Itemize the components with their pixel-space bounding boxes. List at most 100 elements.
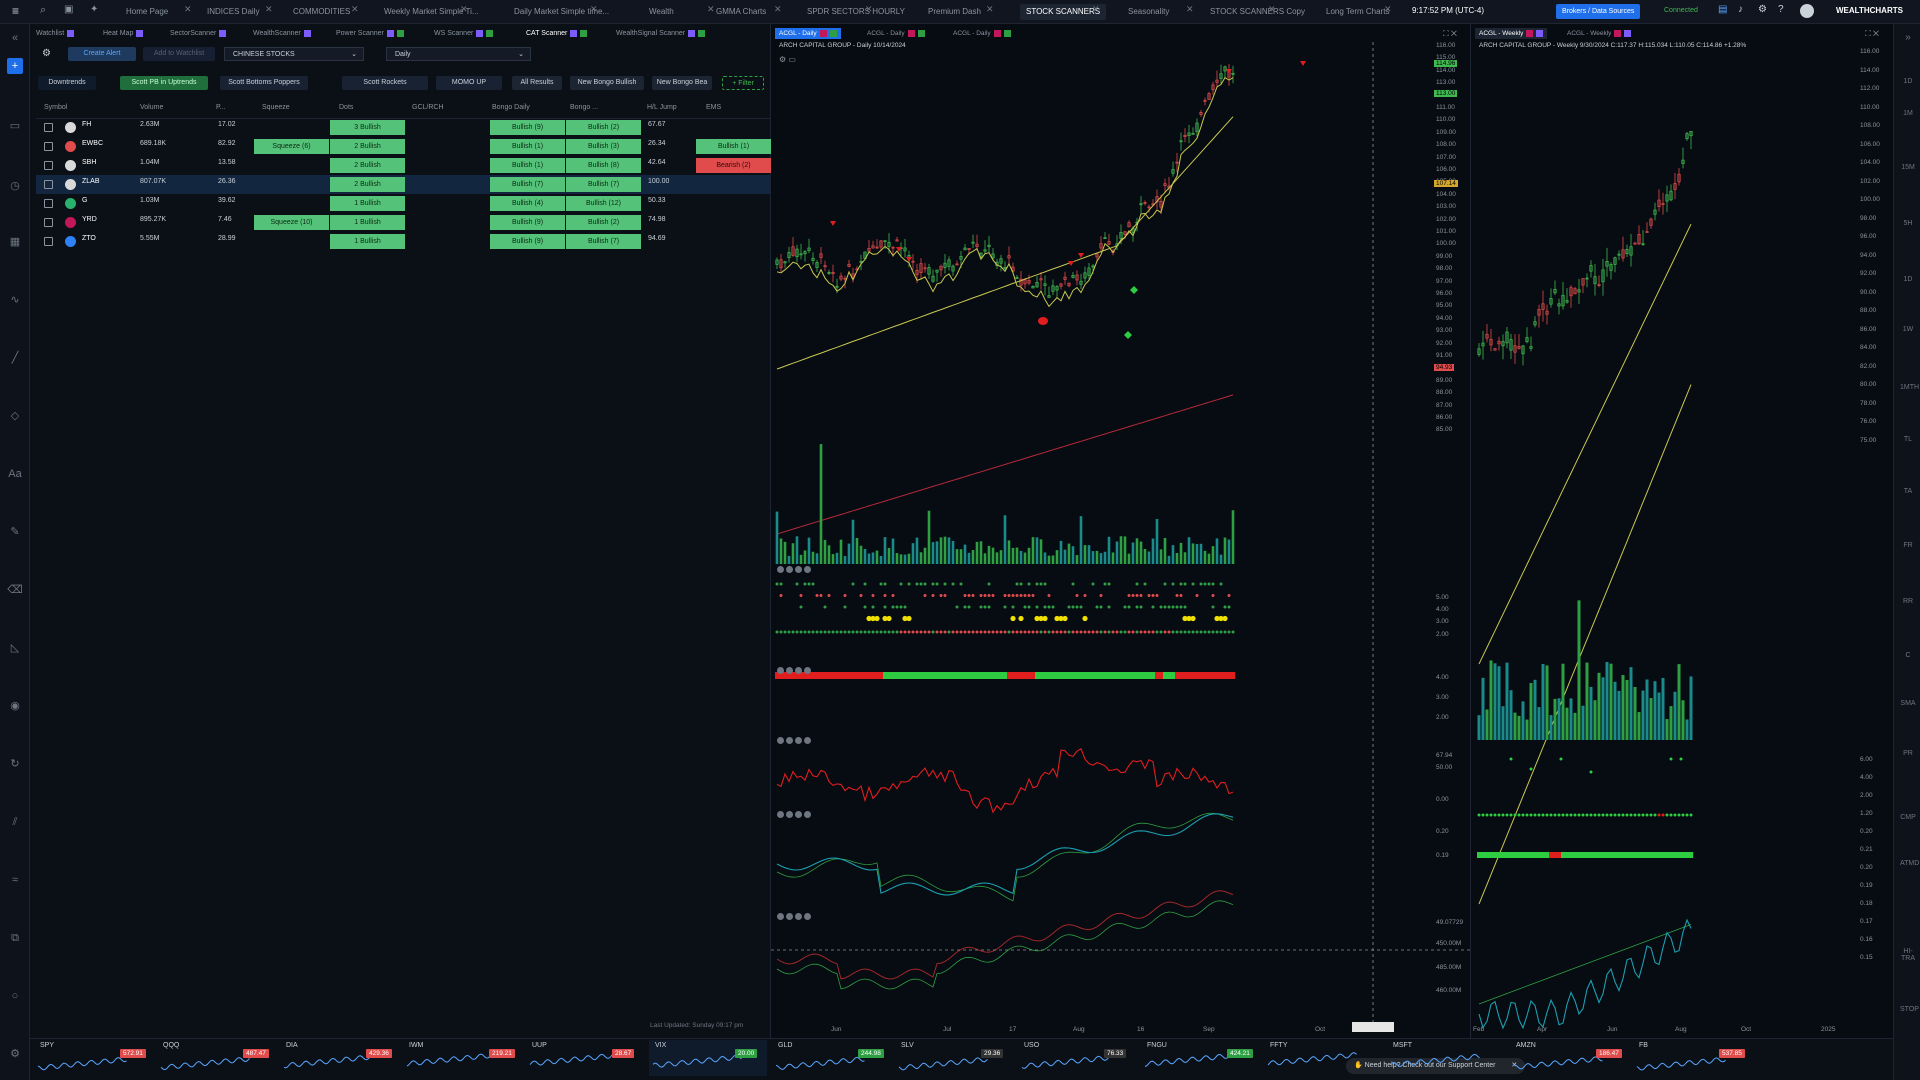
indicator-controls[interactable] xyxy=(777,667,813,676)
line-tool-icon[interactable]: ╱ xyxy=(11,352,19,364)
table-row[interactable]: YRD 895.27K 7.46 Squeeze (10) 1 Bullish Bulli… xyxy=(36,213,770,232)
symbol-cell[interactable]: ZTO xyxy=(82,235,96,242)
ticker-card[interactable]: GLD 244.98 xyxy=(772,1040,890,1076)
chart-icon[interactable]: ⫽ xyxy=(12,816,18,828)
tab-close-icon[interactable]: ✕ xyxy=(865,4,873,14)
tool-tl[interactable]: TL xyxy=(1903,436,1913,443)
tab-6[interactable]: GMMA Charts xyxy=(716,7,767,16)
text-tool-icon[interactable]: Aa xyxy=(8,468,22,480)
filter-7[interactable]: New Bongo Bea xyxy=(652,76,712,90)
gear-icon[interactable]: ⚙ xyxy=(1758,4,1767,15)
tab-11[interactable]: STOCK SCANNERS Copy xyxy=(1210,7,1305,16)
weekly-chart-canvas[interactable] xyxy=(1471,24,1894,1040)
subtab-5[interactable]: WS Scanner xyxy=(434,28,494,40)
search-icon[interactable]: ⌕ xyxy=(40,4,47,16)
interval-select[interactable]: Daily ⌄ xyxy=(386,47,531,61)
column-header-6[interactable]: Bongo Daily xyxy=(492,104,530,111)
window-controls[interactable]: ⛶ ✕ xyxy=(1443,29,1457,38)
ticker-card[interactable]: IWM 219.21 xyxy=(403,1040,521,1076)
tab-daily-1[interactable]: ACGL - Daily xyxy=(775,28,841,39)
ticker-card[interactable]: FB 537.85 xyxy=(1633,1040,1751,1076)
ticker-card[interactable]: FFTY xyxy=(1264,1040,1382,1076)
tab-weekly-1[interactable]: ACGL - Weekly xyxy=(1475,28,1548,39)
symbol-cell[interactable]: G xyxy=(82,197,88,204)
subtab-6[interactable]: CAT Scanner xyxy=(526,28,588,40)
tab-3[interactable]: Weekly Market Simple Ti... xyxy=(384,7,479,16)
tab-5[interactable]: Wealth xyxy=(649,7,674,16)
tab-close-icon[interactable]: ✕ xyxy=(184,4,192,14)
gear-icon[interactable]: ⚙ xyxy=(42,48,51,59)
column-header-3[interactable]: Squeeze xyxy=(262,104,290,111)
filter-2[interactable]: Scott Bottoms Poppers xyxy=(220,76,308,90)
table-row[interactable]: ZLAB 807.07K 26.36 2 Bullish Bullish (7) Bull… xyxy=(36,175,770,194)
clock-icon[interactable]: ◷ xyxy=(10,180,20,192)
ticker-card[interactable]: UUP 28.67 xyxy=(526,1040,644,1076)
ticker-card[interactable]: VIX 20.00 xyxy=(649,1040,767,1076)
tab-12[interactable]: Long Term Charts xyxy=(1326,7,1390,16)
menu-icon[interactable]: ≡ xyxy=(12,4,20,18)
tool-c[interactable]: C xyxy=(1905,652,1911,659)
refresh-icon[interactable]: ↻ xyxy=(10,758,20,770)
filter-5[interactable]: All Results xyxy=(512,76,562,90)
ai-icon[interactable]: ✦ xyxy=(90,4,99,15)
tab-10[interactable]: Seasonality xyxy=(1128,7,1170,16)
table-row[interactable]: ZTO 5.55M 28.99 1 Bullish Bullish (9) Bullish… xyxy=(36,232,770,251)
column-header-9[interactable]: EMS xyxy=(706,104,722,111)
tab-close-icon[interactable]: ✕ xyxy=(460,4,468,14)
tab-0[interactable]: Home Page xyxy=(126,7,169,16)
ticker-card[interactable]: MSFT xyxy=(1387,1040,1505,1076)
timeframe-1mth[interactable]: 1MTH xyxy=(1900,384,1920,391)
bell-icon[interactable]: ♪ xyxy=(1738,4,1743,15)
tab-close-icon[interactable]: ✕ xyxy=(1092,4,1100,14)
eraser-icon[interactable]: ⌫ xyxy=(7,584,23,596)
symbol-cell[interactable]: EWBC xyxy=(82,140,103,147)
collapse-icon[interactable]: « xyxy=(11,32,19,44)
indicator-controls[interactable] xyxy=(777,811,813,820)
filter-0[interactable]: Downtrends xyxy=(38,76,96,90)
row-checkbox[interactable] xyxy=(44,218,53,227)
tab-1[interactable]: INDICES Daily xyxy=(207,7,260,16)
eye-icon[interactable]: ◉ xyxy=(10,700,20,712)
tab-daily-3[interactable]: ACGL - Daily xyxy=(953,30,1011,37)
tool-hitra[interactable]: HI-TRA xyxy=(1901,948,1915,962)
daily-chart-canvas[interactable] xyxy=(771,24,1470,1040)
timeframe-5h[interactable]: 5H xyxy=(1903,220,1913,227)
tab-close-icon[interactable]: ✕ xyxy=(351,4,359,14)
copy-icon[interactable]: ⧉ xyxy=(11,932,19,944)
circle-icon[interactable]: ○ xyxy=(11,990,19,1002)
timeframe-15m[interactable]: 15M xyxy=(1901,164,1915,171)
table-row[interactable]: SBH 1.04M 13.58 2 Bullish Bullish (1) Bullish… xyxy=(36,156,771,175)
tool-ta[interactable]: TA xyxy=(1903,488,1913,495)
column-header-0[interactable]: Symbol xyxy=(44,104,68,111)
subtab-3[interactable]: WealthScanner xyxy=(253,28,311,40)
subtab-2[interactable]: SectorScanner xyxy=(170,28,227,40)
ticker-card[interactable]: FNGU 424.21 xyxy=(1141,1040,1259,1076)
table-row[interactable]: EWBC 689.18K 82.92 Squeeze (6) 2 Bullish Bull… xyxy=(36,137,771,156)
column-header-4[interactable]: Dots xyxy=(339,104,354,111)
timeframe-1d-2[interactable]: 1D xyxy=(1903,276,1913,283)
row-checkbox[interactable] xyxy=(44,199,53,208)
filter-1[interactable]: Scott PB in Uptrends xyxy=(120,76,208,90)
tab-9[interactable]: STOCK SCANNERS xyxy=(1020,4,1107,20)
ticker-card[interactable]: SPY 572.91 xyxy=(34,1040,152,1076)
indicator-controls[interactable] xyxy=(777,566,813,575)
filter-6[interactable]: New Bongo Bullish xyxy=(570,76,644,90)
table-row[interactable]: G 1.03M 39.62 1 Bullish Bullish (4) Bullish (… xyxy=(36,194,770,213)
ticker-card[interactable]: SLV 29.36 xyxy=(895,1040,1013,1076)
ticker-card[interactable]: USO 76.33 xyxy=(1018,1040,1136,1076)
tab-close-icon[interactable]: ✕ xyxy=(265,4,273,14)
subtab-0[interactable]: Watchlist xyxy=(36,28,75,40)
tab-8[interactable]: Premium Dash xyxy=(928,7,981,16)
tab-close-icon[interactable]: ✕ xyxy=(1186,4,1194,14)
symbol-cell[interactable]: SBH xyxy=(82,159,97,166)
tool-sma[interactable]: SMA xyxy=(1900,700,1916,707)
help-icon[interactable]: ? xyxy=(1778,4,1784,15)
tab-7[interactable]: SPDR SECTORS HOURLY xyxy=(807,7,905,16)
ticker-card[interactable]: QQQ 487.47 xyxy=(157,1040,275,1076)
column-header-5[interactable]: GCL/RCH xyxy=(412,104,444,111)
add-icon[interactable]: + xyxy=(7,58,23,74)
window-controls[interactable]: ⛶ ✕ xyxy=(1865,29,1879,38)
timeframe-1w[interactable]: 1W xyxy=(1902,326,1914,333)
layout-icon[interactable]: ▣ xyxy=(64,4,74,15)
chart-settings-icon[interactable]: ⚙ ▭ xyxy=(779,55,796,64)
